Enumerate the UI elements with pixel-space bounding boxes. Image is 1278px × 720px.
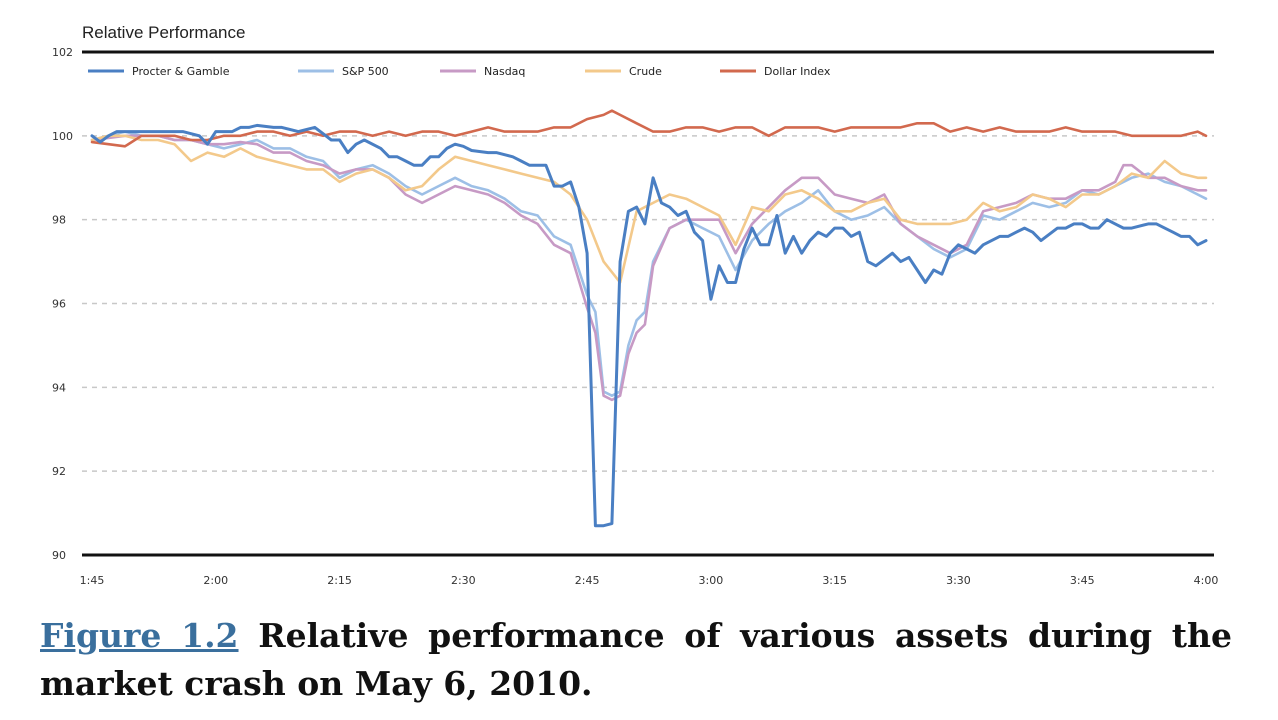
- series-lines: [90, 109, 1208, 528]
- x-tick-label: 4:00: [1194, 574, 1219, 587]
- x-tick-label: 3:30: [946, 574, 971, 587]
- series-line-s-p-500: [90, 130, 1208, 398]
- legend: Procter & Gamble S&P 500 Nasdaq Crude Dollar…: [88, 65, 831, 78]
- legend-label: Crude: [629, 65, 662, 78]
- legend-label: Dollar Index: [764, 65, 831, 78]
- legend-label: Procter & Gamble: [132, 65, 230, 78]
- x-tick-label: 3:45: [1070, 574, 1095, 587]
- y-tick-label: 100: [52, 130, 73, 143]
- figure-link[interactable]: Figure 1.2: [40, 616, 239, 655]
- series-line-crude: [90, 134, 1208, 284]
- caption-text: Relative performance of various assets d…: [40, 616, 1232, 703]
- y-axis-title: Relative Performance: [82, 23, 245, 42]
- x-tick-label: 3:00: [699, 574, 724, 587]
- x-tick-label: 2:30: [451, 574, 476, 587]
- series-line-nasdaq: [90, 134, 1208, 402]
- series-line-dollar-index: [90, 109, 1208, 148]
- relative-performance-chart: Relative Performance 90 92 94 96 98 100 102 1:…: [52, 23, 1219, 587]
- gridlines: [82, 50, 1214, 557]
- y-tick-label: 90: [52, 549, 66, 562]
- series-line-procter-gamble: [90, 123, 1208, 528]
- y-axis-ticks: 90 92 94 96 98 100 102: [52, 46, 73, 562]
- y-tick-label: 98: [52, 214, 66, 227]
- legend-label: S&P 500: [342, 65, 389, 78]
- x-tick-label: 1:45: [80, 574, 105, 587]
- x-axis-ticks: 1:45 2:00 2:15 2:30 2:45 3:00 3:15 3:30 3:45 4:00: [80, 574, 1219, 587]
- x-tick-label: 2:15: [327, 574, 352, 587]
- x-tick-label: 3:15: [822, 574, 847, 587]
- x-tick-label: 2:45: [575, 574, 600, 587]
- y-tick-label: 102: [52, 46, 73, 59]
- x-tick-label: 2:00: [203, 574, 228, 587]
- figure-caption: Figure 1.2 Relative performance of vario…: [40, 612, 1232, 708]
- y-tick-label: 92: [52, 465, 66, 478]
- y-tick-label: 94: [52, 381, 66, 394]
- legend-label: Nasdaq: [484, 65, 525, 78]
- y-tick-label: 96: [52, 298, 66, 311]
